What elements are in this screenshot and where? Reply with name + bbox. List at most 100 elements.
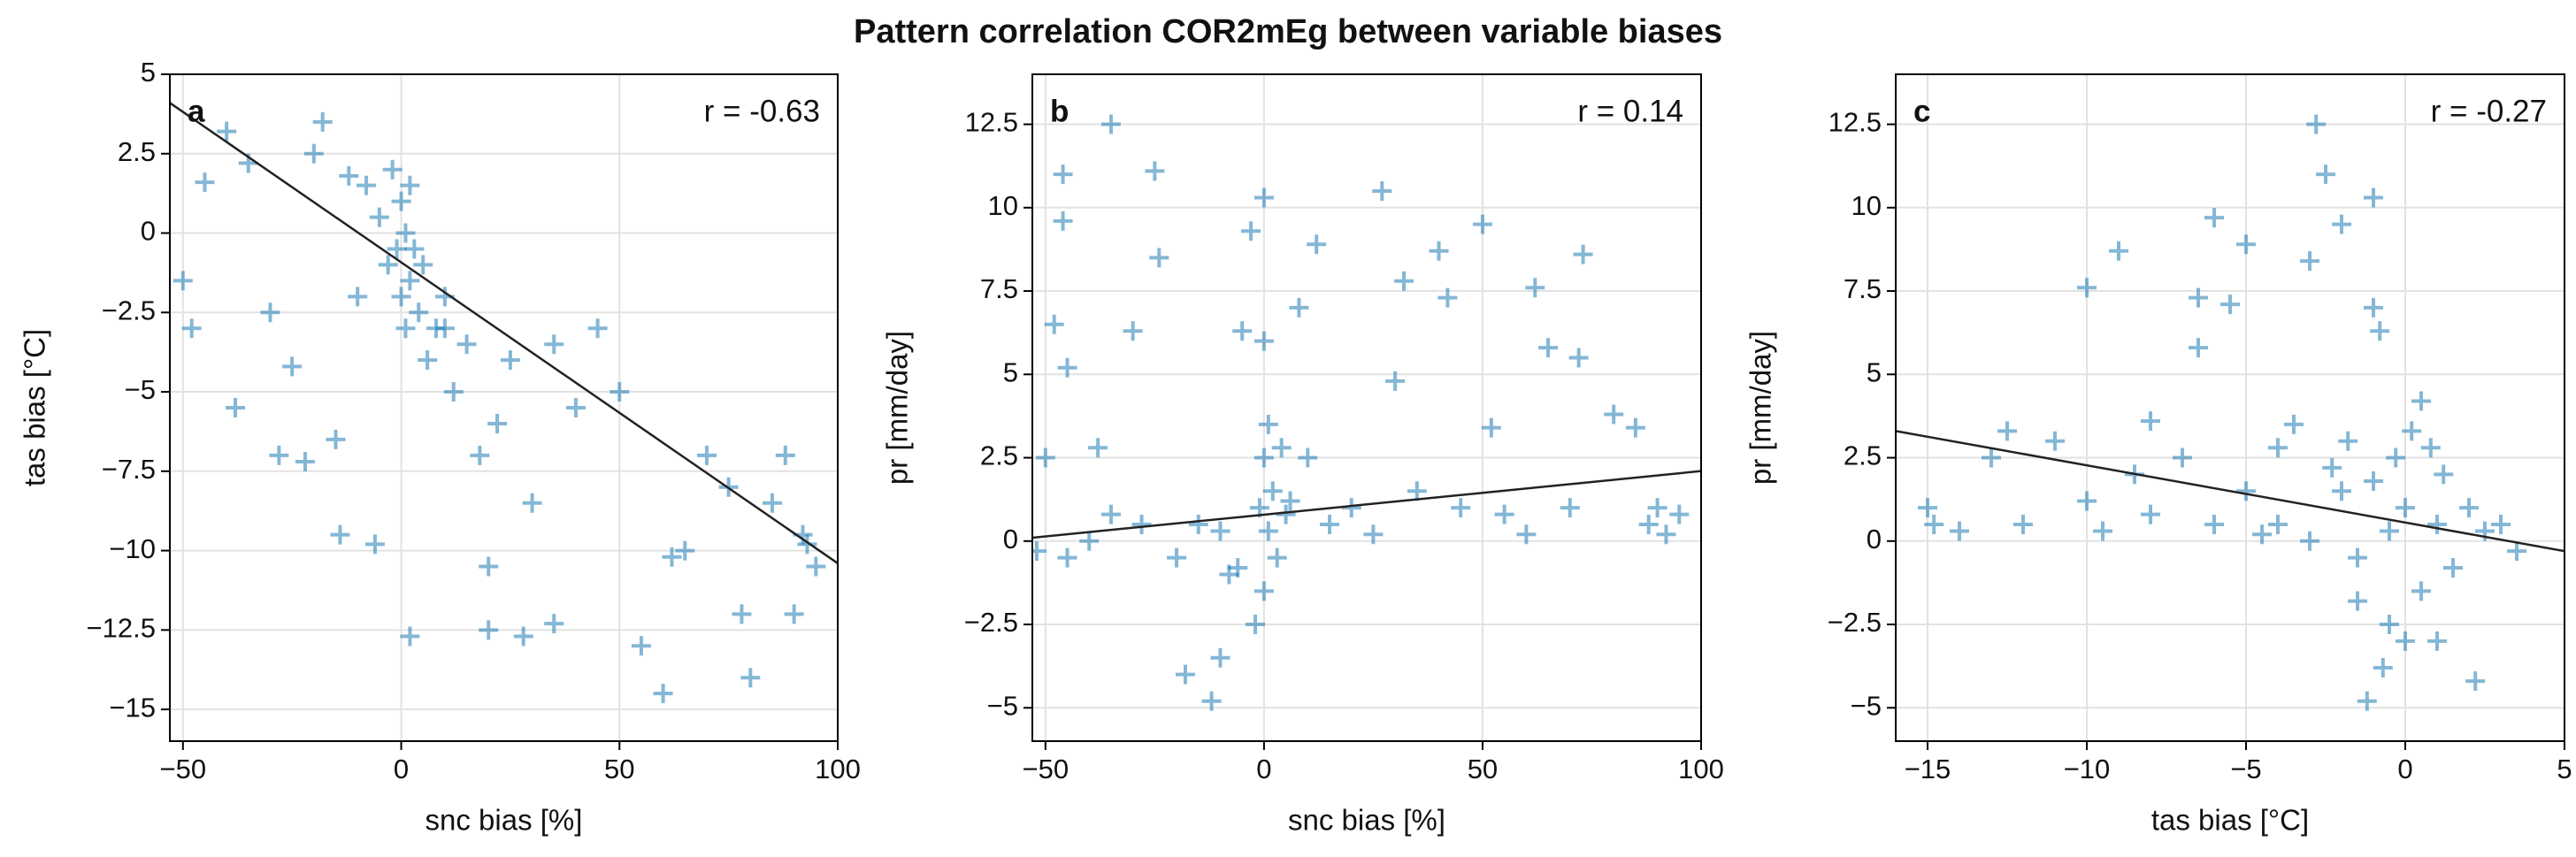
scatter-point — [2370, 321, 2390, 341]
scatter-point — [2332, 214, 2351, 234]
scatter-point — [2204, 208, 2224, 228]
scatter-point — [1053, 165, 1073, 185]
scatter-point — [479, 620, 499, 640]
scatter-point — [1656, 524, 1676, 545]
scatter-point — [1494, 504, 1514, 524]
panel: −15 −12.5 −10 −7.5 −5 −2.5 0 2.5 5 −50 0 50 100 a r = … — [19, 57, 861, 837]
scatter-point — [2396, 498, 2415, 518]
scatter-point — [1131, 514, 1152, 534]
y-tick-label: 7.5 — [980, 273, 1018, 304]
annotation: r = 0.14 — [1577, 94, 1683, 128]
scatter-point — [2507, 541, 2526, 562]
panel: −5 −2.5 0 2.5 5 7.5 10 12.5 −15 −10 −5 0 5 c r = -0.27… — [1744, 73, 2572, 837]
scatter-point — [2348, 591, 2367, 611]
scatter-point — [1560, 498, 1580, 518]
y-tick-label: 0 — [141, 216, 156, 247]
scatter-point — [1228, 557, 1248, 578]
y-axis-label: pr [mm/day] — [1744, 331, 1777, 485]
scatter-point — [326, 429, 346, 449]
scatter-point — [2077, 491, 2097, 511]
scatter-point — [282, 356, 303, 377]
scatter-point — [732, 604, 752, 624]
scatter-point — [269, 445, 289, 465]
scatter-point — [1210, 521, 1230, 541]
y-tick-label: 10 — [1852, 190, 1882, 221]
scatter-point — [1271, 438, 1292, 458]
panel-label: b — [1050, 94, 1069, 128]
scatter-point — [2427, 631, 2447, 651]
scatter-point — [1924, 514, 1944, 534]
scatter-point — [1254, 187, 1274, 208]
scatter-point — [1394, 271, 1414, 291]
x-tick-label: 100 — [1678, 754, 1724, 784]
scatter-point — [1525, 278, 1545, 298]
x-tick-label: 50 — [1468, 754, 1498, 784]
scatter-point — [2268, 514, 2288, 534]
scatter-point — [1568, 348, 1589, 368]
scatter-point — [806, 556, 826, 577]
scatter-point — [1363, 524, 1384, 545]
scatter-point — [1604, 404, 1624, 425]
scatter-point — [513, 626, 533, 647]
scatter-point — [378, 255, 398, 275]
scatter-point — [195, 172, 215, 193]
plot-area — [1032, 114, 1701, 711]
scatter-point — [330, 524, 350, 545]
scatter-point — [544, 334, 564, 355]
scatter-point — [1451, 498, 1471, 518]
panel-label: a — [188, 94, 205, 128]
scatter-point — [1149, 248, 1169, 268]
scatter-point — [1032, 541, 1046, 562]
scatter-point — [382, 159, 402, 180]
scatter-point — [2380, 615, 2399, 635]
fit-line — [1896, 430, 2564, 553]
scatter-point — [395, 223, 416, 243]
x-axis-label: snc bias [%] — [426, 804, 583, 837]
x-tick-label: 0 — [394, 754, 409, 784]
scatter-point — [409, 302, 429, 323]
scatter-point — [1276, 504, 1296, 524]
scatter-point — [2364, 297, 2383, 318]
scatter-point — [2411, 581, 2431, 601]
scatter-point — [181, 318, 202, 339]
scatter-point — [2045, 431, 2065, 451]
scatter-point — [172, 271, 193, 291]
scatter-point — [1258, 414, 1278, 434]
scatter-point — [2373, 658, 2393, 678]
scatter-point — [391, 191, 411, 211]
scatter-point — [1123, 321, 1143, 341]
scatter-point — [1057, 357, 1077, 378]
y-tick-label: −10 — [109, 533, 156, 564]
x-tick-label: 5 — [2557, 754, 2572, 784]
fit-line — [170, 102, 838, 564]
scatter-point — [2013, 514, 2033, 534]
axes-frame — [1031, 73, 1702, 742]
scatter-point — [500, 350, 520, 371]
scatter-point — [2364, 187, 2383, 208]
scatter-point — [2077, 278, 2097, 298]
scatter-point — [1516, 524, 1537, 545]
x-tick-label: 50 — [604, 754, 634, 784]
scatter-point — [312, 111, 333, 132]
scatter-point — [2434, 464, 2454, 485]
y-axis-label: pr [mm/day] — [881, 331, 914, 485]
scatter-point — [1638, 514, 1659, 534]
scatter-point — [443, 382, 464, 402]
scatter-point — [400, 271, 420, 291]
scatter-point — [1175, 664, 1195, 685]
scatter-point — [2300, 531, 2319, 551]
scatter-point — [2306, 114, 2327, 134]
y-tick-label: 2.5 — [118, 136, 156, 167]
y-axis-label: tas bias [°C] — [19, 329, 51, 486]
scatter-point — [1145, 161, 1165, 181]
scatter-point — [1079, 531, 1100, 551]
y-tick-label: −5 — [125, 374, 156, 405]
scatter-point — [226, 398, 246, 417]
scatter-point — [387, 239, 407, 259]
scatter-point — [2420, 438, 2441, 458]
scatter-point — [784, 604, 804, 624]
scatter-point — [1950, 521, 1969, 541]
y-tick-label: 2.5 — [980, 440, 1018, 471]
scatter-point — [1918, 498, 1937, 518]
